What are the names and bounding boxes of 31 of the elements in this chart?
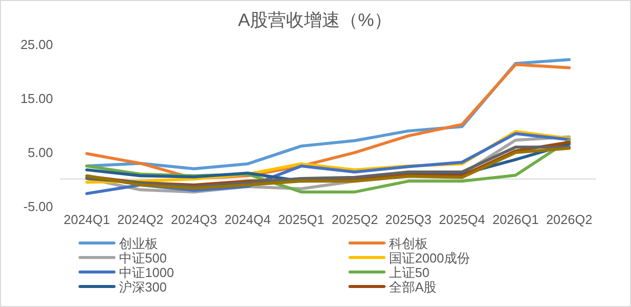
legend-label: 沪深300 <box>119 280 167 294</box>
legend-label: 中证500 <box>119 250 167 266</box>
y-tick-label: 15.00 <box>20 91 53 106</box>
legend-item: 国证2000成份 <box>348 250 470 266</box>
legend-label: 创业板 <box>119 236 158 251</box>
y-tick-label: -5.00 <box>23 199 53 214</box>
legend-item: 沪深300 <box>78 280 167 294</box>
x-tick-label: 2025Q3 <box>385 212 432 227</box>
x-tick-label: 2024Q1 <box>64 212 110 227</box>
legend-label: 全部A股 <box>389 280 437 294</box>
x-tick-label: 2025Q1 <box>278 212 324 227</box>
x-tick-label: 2025Q4 <box>438 212 486 227</box>
x-tick-label: 2024Q2 <box>117 212 164 227</box>
x-tick-label: 2024Q3 <box>170 212 218 227</box>
legend-label: 科创板 <box>389 236 428 251</box>
x-tick-label: 2024Q4 <box>224 212 271 227</box>
x-tick-label: 2025Q2 <box>332 212 378 227</box>
title: A股营收增速（%） <box>238 10 392 30</box>
legend-item: 上证50 <box>348 265 430 280</box>
legend-item: 科创板 <box>348 236 428 251</box>
x-tick-label: 2026Q1 <box>492 212 539 227</box>
legend-label: 上证50 <box>389 265 430 280</box>
y-tick-label: 5.00 <box>28 145 53 160</box>
legend-item: 全部A股 <box>348 280 437 294</box>
legend-item: 创业板 <box>78 236 158 251</box>
legend-label: 国证2000成份 <box>389 250 470 266</box>
legend-item: 中证500 <box>78 250 167 266</box>
y-tick-label: 25.00 <box>20 37 53 52</box>
legend-item: 中证1000 <box>78 265 174 280</box>
x-tick-label: 2026Q2 <box>546 212 592 227</box>
legend-label: 中证1000 <box>119 265 174 280</box>
